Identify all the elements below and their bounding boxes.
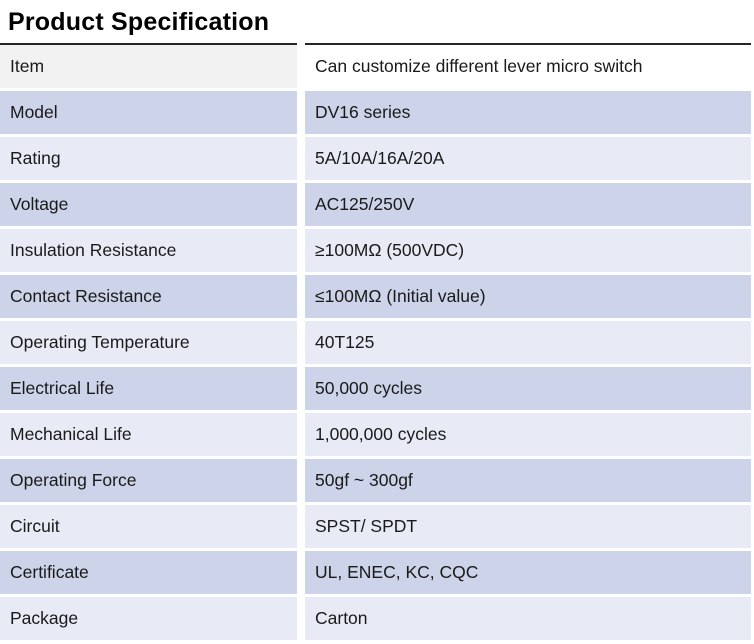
spec-item-cell: Voltage [0, 183, 297, 226]
spec-value-cell: UL, ENEC, KC, CQC [305, 551, 751, 594]
spec-value-cell: Can customize different lever micro swit… [305, 43, 751, 88]
spec-value-cell: 50,000 cycles [305, 367, 751, 410]
page-title: Product Specification [8, 8, 270, 36]
table-row: Contact Resistance ≤100MΩ (Initial value… [0, 275, 751, 318]
spec-item-cell: Insulation Resistance [0, 229, 297, 272]
spec-item-cell: Contact Resistance [0, 275, 297, 318]
spec-item-cell: Item [0, 43, 297, 88]
spec-item-cell: Electrical Life [0, 367, 297, 410]
spec-value-cell: 1,000,000 cycles [305, 413, 751, 456]
spec-value-cell: SPST/ SPDT [305, 505, 751, 548]
spec-item-cell: Package [0, 597, 297, 640]
spec-item-cell: Circuit [0, 505, 297, 548]
spec-item-cell: Model [0, 91, 297, 134]
spec-value-cell: 40T125 [305, 321, 751, 364]
table-row: Circuit SPST/ SPDT [0, 505, 751, 548]
spec-item-cell: Rating [0, 137, 297, 180]
spec-table: Item Can customize different lever micro… [0, 43, 751, 640]
table-row: Rating 5A/10A/16A/20A [0, 137, 751, 180]
table-row: Operating Force 50gf ~ 300gf [0, 459, 751, 502]
table-row: Insulation Resistance ≥100MΩ (500VDC) [0, 229, 751, 272]
spec-value-cell: 50gf ~ 300gf [305, 459, 751, 502]
spec-value-cell: DV16 series [305, 91, 751, 134]
spec-item-cell: Operating Temperature [0, 321, 297, 364]
spec-value-cell: Carton [305, 597, 751, 640]
table-row: Model DV16 series [0, 91, 751, 134]
spec-item-cell: Mechanical Life [0, 413, 297, 456]
table-row: Item Can customize different lever micro… [0, 43, 751, 88]
spec-item-cell: Certificate [0, 551, 297, 594]
table-row: Certificate UL, ENEC, KC, CQC [0, 551, 751, 594]
table-row: Mechanical Life 1,000,000 cycles [0, 413, 751, 456]
spec-value-cell: ≤100MΩ (Initial value) [305, 275, 751, 318]
table-row: Voltage AC125/250V [0, 183, 751, 226]
table-row: Package Carton [0, 597, 751, 640]
spec-value-cell: AC125/250V [305, 183, 751, 226]
table-row: Operating Temperature 40T125 [0, 321, 751, 364]
spec-item-cell: Operating Force [0, 459, 297, 502]
table-row: Electrical Life 50,000 cycles [0, 367, 751, 410]
spec-value-cell: ≥100MΩ (500VDC) [305, 229, 751, 272]
spec-value-cell: 5A/10A/16A/20A [305, 137, 751, 180]
